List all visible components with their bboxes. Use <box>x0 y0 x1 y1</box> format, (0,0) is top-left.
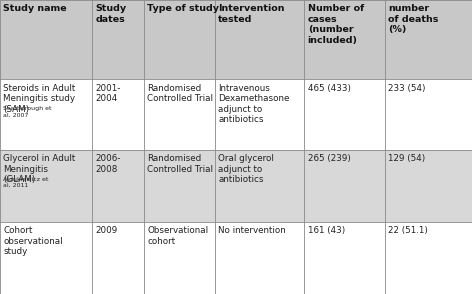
Text: 465 (433): 465 (433) <box>308 84 351 93</box>
Text: Observational
cohort: Observational cohort <box>147 226 209 246</box>
Text: Randomised
Controlled Trial: Randomised Controlled Trial <box>147 84 213 103</box>
Text: 2009: 2009 <box>95 226 118 235</box>
Bar <box>0 79 472 150</box>
Text: 2006-
2008: 2006- 2008 <box>95 154 121 174</box>
Text: Ajdukiewicz et
al, 2011: Ajdukiewicz et al, 2011 <box>3 177 49 188</box>
Text: No intervention: No intervention <box>218 226 286 235</box>
Text: 2001-
2004: 2001- 2004 <box>95 84 121 103</box>
Text: Oral glycerol
adjunct to
antibiotics: Oral glycerol adjunct to antibiotics <box>218 154 274 184</box>
Text: Scarborough et
al, 2007: Scarborough et al, 2007 <box>3 106 52 117</box>
Text: Type of study: Type of study <box>147 4 219 14</box>
Bar <box>0 0 472 79</box>
Text: number
of deaths
(%): number of deaths (%) <box>388 4 438 34</box>
Text: Glycerol in Adult
Meningitis
(GLAM): Glycerol in Adult Meningitis (GLAM) <box>3 154 76 184</box>
Text: 129 (54): 129 (54) <box>388 154 425 163</box>
Text: 161 (43): 161 (43) <box>308 226 345 235</box>
Bar <box>0 150 472 222</box>
Text: 233 (54): 233 (54) <box>388 84 425 93</box>
Text: Randomised
Controlled Trial: Randomised Controlled Trial <box>147 154 213 174</box>
Text: Steroids in Adult
Meningitis study
(SAM): Steroids in Adult Meningitis study (SAM) <box>3 84 76 113</box>
Text: Study name: Study name <box>3 4 67 14</box>
Text: Study
dates: Study dates <box>95 4 126 24</box>
Text: Cohort
observational
study: Cohort observational study <box>3 226 63 256</box>
Text: 22 (51.1): 22 (51.1) <box>388 226 428 235</box>
Bar <box>0 222 472 294</box>
Text: Number of
cases
(number
included): Number of cases (number included) <box>308 4 364 45</box>
Text: 265 (239): 265 (239) <box>308 154 351 163</box>
Text: Intervention
tested: Intervention tested <box>218 4 285 24</box>
Text: Intravenous
Dexamethasone
adjunct to
antibiotics: Intravenous Dexamethasone adjunct to ant… <box>218 84 289 124</box>
